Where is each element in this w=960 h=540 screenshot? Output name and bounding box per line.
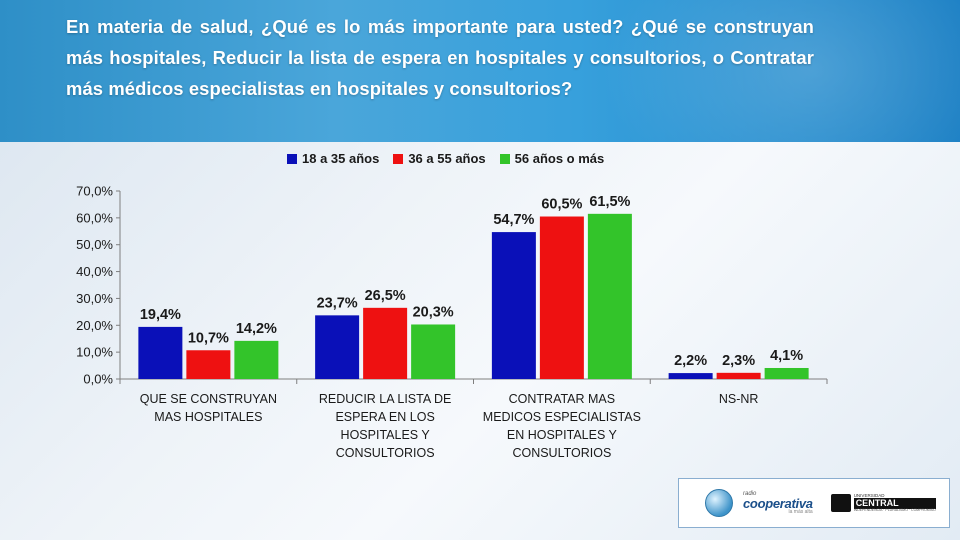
y-tick-label: 40,0% [76, 264, 113, 279]
cooperativa-logo: radio cooperativa la más alta [743, 491, 813, 515]
uc-logo-name: CENTRAL [853, 498, 936, 509]
legend-item-18-35: 18 a 35 años [287, 151, 379, 166]
cooperativa-logo-tag: la más alta [788, 509, 813, 515]
legend-item-36-55: 36 a 55 años [393, 151, 486, 166]
legend-swatch [499, 153, 510, 164]
data-label: 20,3% [413, 304, 454, 320]
survey-question: En materia de salud, ¿Qué es lo más impo… [66, 16, 814, 99]
legend-label: 18 a 35 años [302, 151, 380, 166]
data-label: 10,7% [188, 330, 229, 346]
bar-1-3 [491, 232, 536, 379]
category-label: QUE SE CONSTRUYAN MAS HOSPITALES [139, 392, 278, 424]
globe-icon [705, 489, 733, 517]
y-tick-label: 20,0% [76, 318, 113, 333]
bar-2-3 [539, 216, 584, 379]
data-label: 54,7% [493, 212, 534, 228]
legend-label: 36 a 55 años [408, 151, 486, 166]
bar-2-1 [186, 350, 231, 379]
data-label: 19,4% [140, 307, 181, 323]
bar-3-3 [587, 213, 632, 379]
uc-logo-univ: UNIVERSIDAD [853, 492, 885, 498]
y-tick-label: 50,0% [76, 237, 113, 252]
bar-1-2 [315, 315, 360, 379]
bar-3-2 [411, 324, 456, 379]
y-tick-label: 70,0% [76, 184, 113, 199]
data-label: 4,1% [770, 348, 803, 364]
category-label: NS-NR [718, 392, 759, 406]
data-label: 61,5% [589, 194, 630, 210]
sponsor-logos: radio cooperativa la más alta UNIVERSIDA… [678, 478, 950, 528]
chart-legend: 18 a 35 años 36 a 55 años 56 años o más [287, 151, 604, 166]
y-tick-label: 30,0% [76, 291, 113, 306]
legend-label: 56 años o más [514, 151, 605, 166]
bar-2-2 [363, 307, 408, 379]
category-label: CONTRATAR MAS MEDICOS ESPECIALISTAS EN H… [482, 392, 641, 460]
bar-2-4 [716, 372, 761, 379]
data-label: 14,2% [236, 321, 277, 337]
cooperativa-logo-small: radio [743, 491, 757, 497]
data-label: 60,5% [541, 197, 582, 213]
bar-3-4 [764, 367, 809, 379]
uc-logo-tag: INDEPENDENCIA · PLURALISMO · COMPROMISO [853, 508, 936, 512]
cooperativa-logo-name: cooperativa [743, 496, 813, 511]
y-tick-label: 10,0% [76, 345, 113, 360]
universidad-central-logo: UNIVERSIDAD CENTRAL INDEPENDENCIA · PLUR… [830, 492, 936, 513]
legend-swatch [393, 153, 404, 164]
bar-3-1 [234, 340, 279, 379]
legend-swatch [287, 153, 297, 164]
bar-1-1 [138, 326, 183, 379]
bar-1-4 [668, 373, 713, 379]
data-label: 26,5% [365, 288, 406, 304]
university-emblem-icon [830, 494, 851, 512]
y-tick-label: 60,0% [76, 210, 113, 225]
data-label: 2,3% [722, 353, 755, 369]
category-label: REDUCIR LA LISTA DE ESPERA EN LOS HOSPIT… [318, 392, 452, 460]
y-tick-label: 0,0% [83, 372, 113, 387]
legend-item-56-plus: 56 años o más [499, 151, 605, 166]
header-banner: En materia de salud, ¿Qué es lo más impo… [0, 0, 960, 142]
data-label: 2,2% [674, 353, 707, 369]
data-label: 23,7% [317, 295, 358, 311]
